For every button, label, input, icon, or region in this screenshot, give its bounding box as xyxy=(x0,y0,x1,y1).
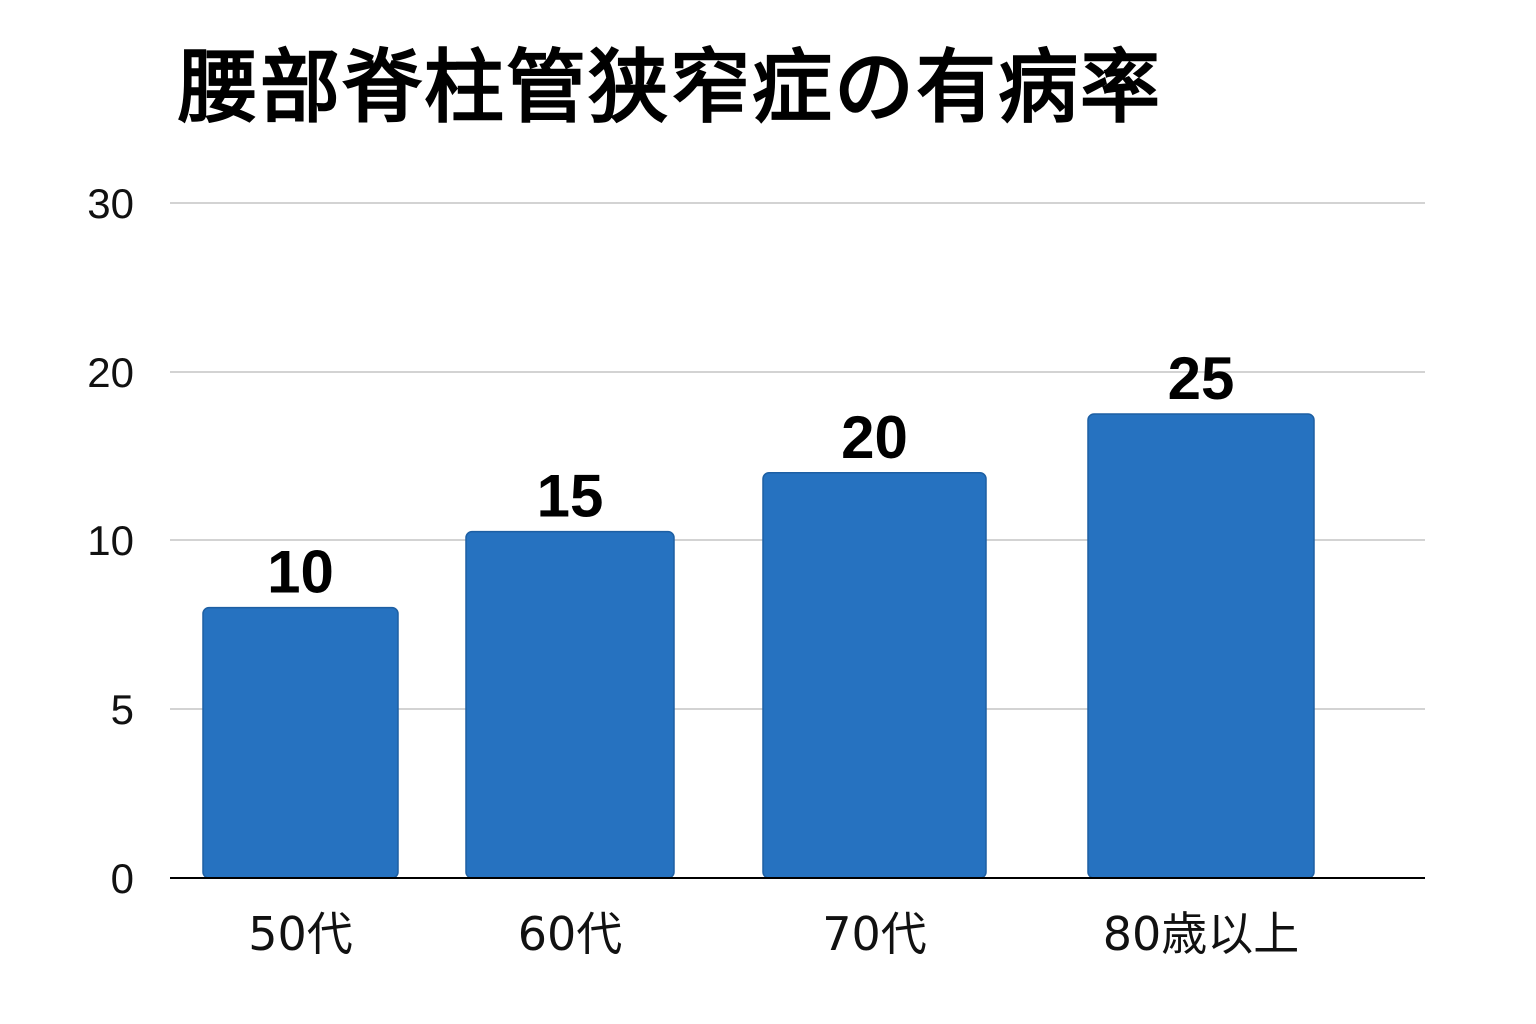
chart-title: 腰部脊柱管狭窄症の有病率 xyxy=(178,41,1162,134)
x-category-label: 50代 xyxy=(248,907,353,961)
x-category-labels: 50代 60代 70代 80歳以上 xyxy=(248,907,1299,961)
bar-4 xyxy=(1087,413,1315,879)
bar-3 xyxy=(762,472,987,879)
y-tick-label: 10 xyxy=(87,517,134,564)
bar-value-label: 20 xyxy=(841,404,908,471)
y-tick-label: 5 xyxy=(111,686,134,733)
y-tick-labels: 0 5 10 20 30 xyxy=(87,180,134,902)
bar-value-label: 10 xyxy=(267,539,334,606)
bar-1 xyxy=(202,606,399,879)
y-tick-label: 30 xyxy=(87,180,134,227)
bar-value-label: 25 xyxy=(1168,345,1235,412)
value-labels: 10 15 20 25 xyxy=(267,345,1234,606)
y-tick-label: 0 xyxy=(111,855,134,902)
x-category-label: 70代 xyxy=(822,907,927,961)
y-tick-label: 20 xyxy=(87,349,134,396)
bar-value-label: 15 xyxy=(537,463,604,530)
x-category-label: 60代 xyxy=(518,907,623,961)
bar-2 xyxy=(465,530,675,879)
bars xyxy=(202,413,1315,879)
x-category-label: 80歳以上 xyxy=(1103,907,1300,961)
